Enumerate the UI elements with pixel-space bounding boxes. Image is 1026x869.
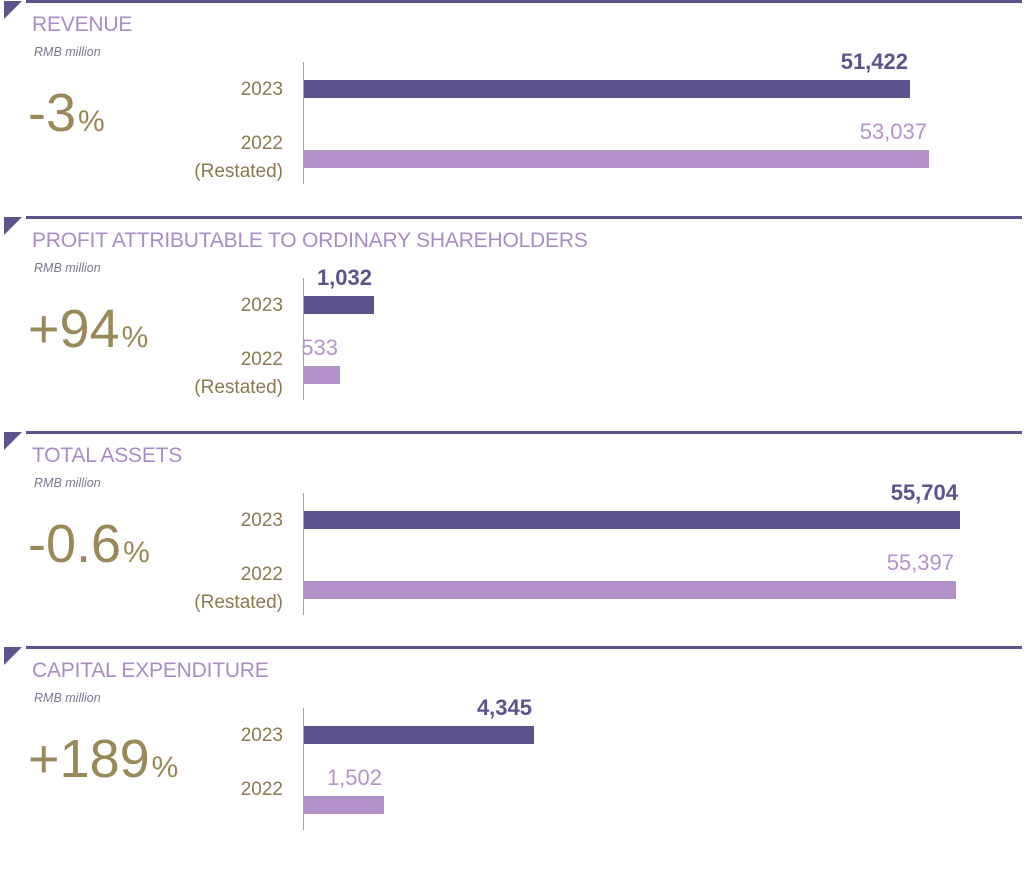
value-label: 53,037	[859, 119, 927, 144]
category-label: 2023	[240, 79, 283, 100]
category-label: 2023	[240, 295, 283, 316]
percent-sign: %	[121, 321, 149, 354]
category-note: (Restated)	[194, 377, 283, 398]
value-label: 1,502	[326, 765, 382, 790]
category-label: 2023	[240, 725, 283, 746]
corner-triangle-icon	[4, 1, 22, 19]
percent-change: -3%	[28, 86, 105, 140]
value-label: 51,422	[840, 49, 908, 74]
panel-top-rule	[26, 431, 1022, 434]
percent-change-value: +189	[28, 729, 150, 789]
percent-change-value: -3	[28, 83, 77, 143]
chart-title: PROFIT ATTRIBUTABLE TO ORDINARY SHAREHOL…	[32, 229, 588, 252]
bar-2022	[304, 150, 929, 168]
percent-change: +94%	[28, 302, 148, 356]
percent-change: -0.6%	[28, 517, 150, 571]
value-label: 55,704	[890, 480, 958, 505]
category-label: 2022	[240, 133, 283, 154]
unit-label: RMB million	[34, 476, 101, 490]
category-note: (Restated)	[194, 592, 283, 613]
chart-axis	[303, 62, 304, 184]
chart-panel: REVENUE RMB million -3% 2023 51,422 2022 (Rest…	[0, 0, 1026, 214]
bar-2023	[304, 296, 374, 314]
percent-sign: %	[123, 536, 150, 569]
chart-axis	[303, 493, 304, 615]
unit-label: RMB million	[34, 691, 101, 705]
chart-title: CAPITAL EXPENDITURE	[32, 659, 269, 682]
bar-2022	[304, 796, 384, 814]
chart-title: TOTAL ASSETS	[32, 444, 183, 467]
percent-change: +189%	[28, 732, 178, 786]
category-label: 2022	[240, 349, 283, 370]
corner-triangle-icon	[4, 647, 22, 665]
chart-panel: PROFIT ATTRIBUTABLE TO ORDINARY SHAREHOL…	[0, 216, 1026, 430]
percent-change-value: +94	[28, 299, 120, 359]
category-label: 2022	[240, 779, 283, 800]
category-label: 2022	[240, 564, 283, 585]
percent-sign: %	[78, 105, 105, 138]
chart-panel: CAPITAL EXPENDITURE RMB million +189% 2023 4…	[0, 646, 1026, 860]
percent-change-value: -0.6	[28, 514, 122, 574]
value-label: 1,032	[316, 265, 372, 290]
bar-2022	[304, 581, 956, 599]
category-note: (Restated)	[194, 161, 283, 182]
value-label: 533	[301, 335, 338, 360]
corner-triangle-icon	[4, 217, 22, 235]
bar-2022	[304, 366, 340, 384]
chart-title: REVENUE	[32, 13, 133, 36]
bar-2023	[304, 726, 534, 744]
bar-2023	[304, 80, 910, 98]
panel-top-rule	[26, 216, 1022, 219]
panel-top-rule	[26, 646, 1022, 649]
value-label: 4,345	[476, 695, 532, 720]
chart-axis	[303, 708, 304, 830]
bar-2023	[304, 511, 960, 529]
chart-axis	[303, 278, 304, 400]
panel-top-rule	[26, 0, 1022, 3]
corner-triangle-icon	[4, 432, 22, 450]
value-label: 55,397	[886, 550, 954, 575]
unit-label: RMB million	[34, 45, 101, 59]
category-label: 2023	[240, 510, 283, 531]
chart-panel: TOTAL ASSETS RMB million -0.6% 2023 55,704 20…	[0, 431, 1026, 645]
percent-sign: %	[151, 751, 179, 784]
unit-label: RMB million	[34, 261, 101, 275]
